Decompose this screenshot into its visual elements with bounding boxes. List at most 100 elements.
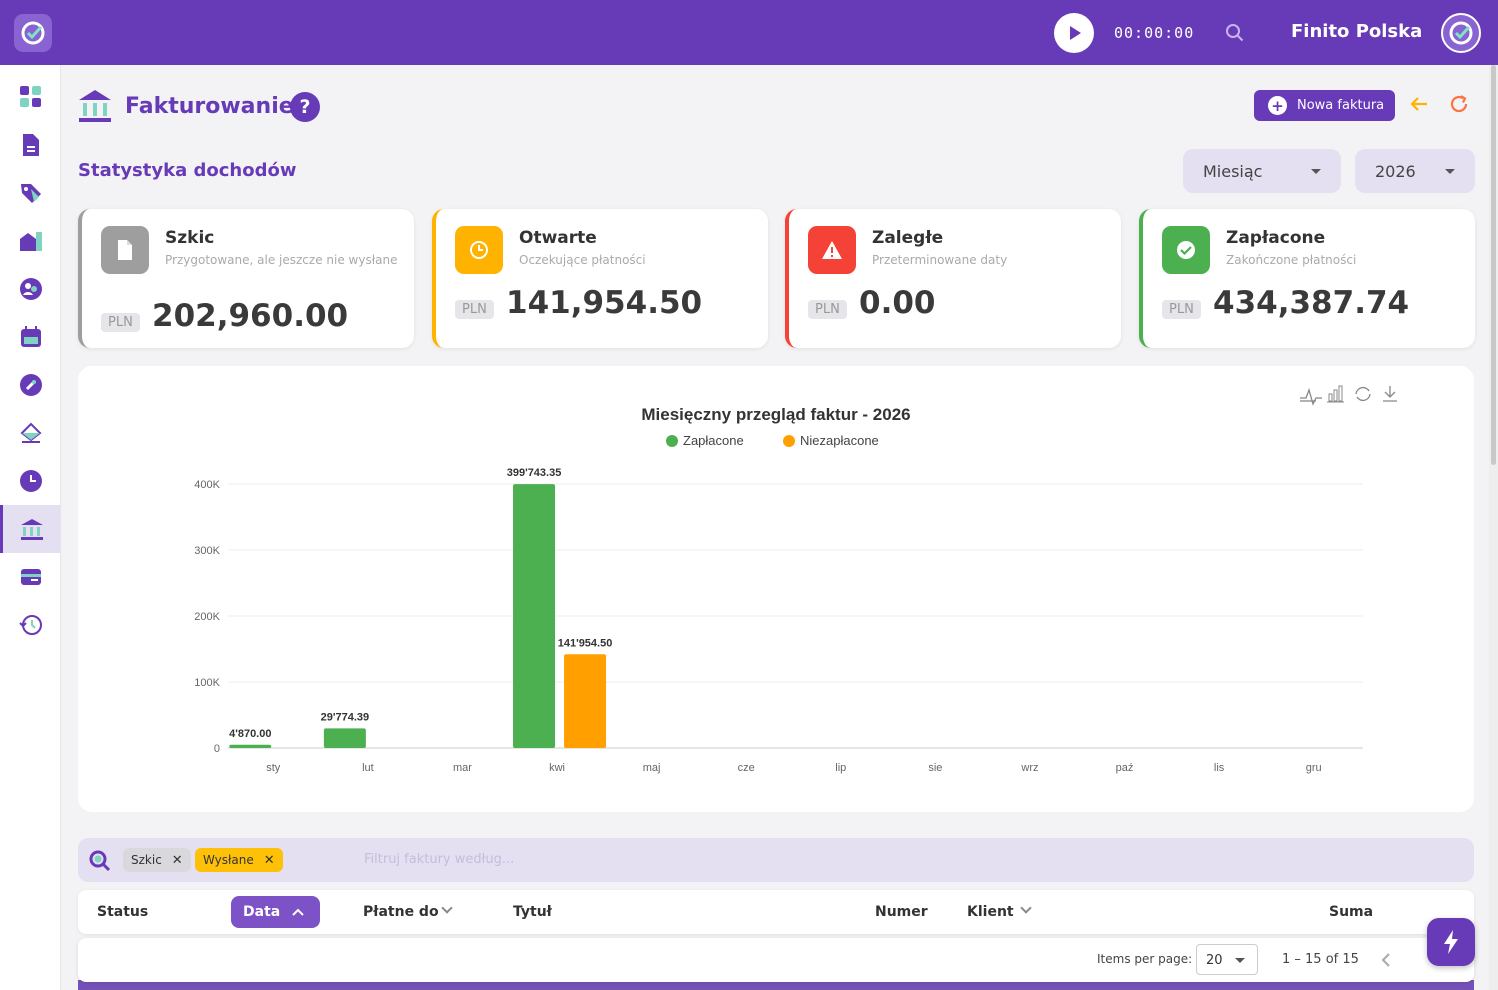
sidebar-item-buildings[interactable] (0, 217, 61, 265)
data-label: 141'954.50 (558, 637, 613, 649)
stat-card-overdue[interactable]: Zaległe Przeterminowane daty PLN 0.00 (785, 209, 1121, 348)
user-logo-icon (1449, 21, 1473, 45)
download-chart-button[interactable] (1383, 386, 1397, 402)
month-group-row[interactable] (78, 980, 1474, 990)
help-button[interactable]: ? (290, 92, 320, 122)
page-scrollbar[interactable] (1489, 65, 1498, 990)
chevron-down-icon[interactable] (441, 902, 453, 914)
card-subtitle: Oczekujące płatności (519, 253, 646, 267)
sidebar-item-calendar[interactable] (0, 313, 61, 361)
card-icon (20, 569, 41, 585)
sidebar-item-tags[interactable] (0, 169, 61, 217)
table-header: Status Data Płatne do Tytuł Numer Klient… (78, 890, 1474, 934)
lightning-icon (1444, 930, 1458, 954)
bar-zapłacone-lut[interactable] (323, 728, 366, 748)
column-status[interactable]: Status (97, 904, 149, 920)
company-name[interactable]: Finito Polska (1291, 21, 1423, 42)
x-tick-label: lip (835, 762, 846, 774)
legend-label[interactable]: Zapłacone (683, 433, 744, 448)
chip-label: Szkic (131, 853, 162, 867)
card-title: Szkic (165, 228, 215, 248)
chevron-down-icon (1445, 169, 1455, 174)
sidebar-item-invoicing[interactable] (0, 505, 61, 553)
bar-zapłacone-sty[interactable] (229, 744, 272, 748)
column-number[interactable]: Numer (875, 904, 928, 920)
paginator: Items per page: 20 1 – 15 of 15 (78, 938, 1474, 982)
search-icon (1226, 24, 1244, 42)
document-icon (101, 226, 149, 274)
bar-zapłacone-kwi[interactable] (513, 484, 556, 748)
filter-chip-sent[interactable]: Wysłane ✕ (195, 848, 283, 872)
filter-input[interactable]: Filtruj faktury według... (364, 852, 515, 867)
search-icon[interactable] (88, 849, 112, 873)
income-chart: Miesięczny przegląd faktur - 2026 Zapłac… (194, 385, 1397, 774)
history-icon (18, 615, 42, 635)
previous-page-button[interactable] (1380, 952, 1394, 968)
card-amount: 434,387.74 (1213, 285, 1410, 321)
x-tick-label: lut (362, 762, 374, 774)
wrench-icon (19, 374, 42, 396)
sidebar-item-documents[interactable] (0, 121, 61, 169)
items-per-page-select[interactable]: 20 (1196, 944, 1258, 975)
new-invoice-button[interactable]: + Nowa faktura (1254, 90, 1395, 121)
close-icon[interactable]: ✕ (263, 852, 275, 868)
page-scrollbar-thumb[interactable] (1491, 65, 1496, 465)
chart-title: Miesięczny przegląd faktur - 2026 (641, 405, 910, 424)
column-client[interactable]: Klient (967, 904, 1014, 920)
refresh-button[interactable] (1448, 93, 1470, 119)
card-title: Otwarte (519, 228, 597, 248)
year-select[interactable]: 2026 (1355, 149, 1475, 193)
stat-card-paid[interactable]: Zapłacone Zakończone płatności PLN 434,3… (1139, 209, 1475, 348)
sidebar-item-dashboard[interactable] (0, 73, 61, 121)
back-button[interactable] (1408, 93, 1430, 119)
legend-marker[interactable] (783, 435, 795, 447)
sidebar (0, 65, 61, 990)
column-due[interactable]: Płatne do (363, 904, 439, 920)
legend-marker[interactable] (666, 435, 678, 447)
chevron-down-icon[interactable] (1020, 902, 1032, 914)
currency-badge: PLN (808, 300, 847, 319)
per-page-value: 20 (1206, 953, 1223, 968)
column-date-sort[interactable]: Data (231, 896, 320, 928)
play-icon (1070, 26, 1081, 40)
timer-play-button[interactable] (1054, 13, 1094, 53)
sidebar-item-inventory[interactable] (0, 409, 61, 457)
logo-check-icon (21, 21, 45, 45)
sidebar-item-history[interactable] (0, 601, 61, 649)
chevron-down-icon (1311, 169, 1321, 174)
period-select-value: Miesiąc (1203, 161, 1263, 181)
y-tick-label: 0 (214, 743, 220, 755)
x-tick-label: lis (1214, 762, 1225, 774)
chart-toolbox (1300, 385, 1397, 406)
bank-icon (78, 88, 112, 128)
close-icon[interactable]: ✕ (171, 852, 183, 868)
legend-label[interactable]: Niezapłacone (800, 433, 879, 448)
column-title[interactable]: Tytuł (513, 904, 552, 920)
sidebar-item-tools[interactable] (0, 361, 61, 409)
year-select-value: 2026 (1375, 161, 1416, 181)
warning-icon (808, 226, 856, 274)
period-select[interactable]: Miesiąc (1183, 149, 1341, 193)
stat-card-open[interactable]: Otwarte Oczekujące płatności PLN 141,954… (432, 209, 768, 348)
stats-title: Statystyka dochodów (78, 160, 297, 181)
bar-chart-toggle-button[interactable] (1327, 385, 1344, 403)
card-subtitle: Przygotowane, ale jeszcze nie wysłane (165, 253, 398, 267)
filter-chip-draft[interactable]: Szkic ✕ (123, 848, 191, 872)
x-tick-label: gru (1306, 762, 1322, 774)
tag-icon (20, 184, 41, 203)
column-sum[interactable]: Suma (1329, 904, 1374, 920)
card-amount: 0.00 (859, 285, 936, 321)
sidebar-item-payments[interactable] (0, 553, 61, 601)
bar-niezapłacone-kwi[interactable] (564, 654, 607, 748)
restore-chart-button[interactable] (1355, 386, 1371, 402)
quick-action-button[interactable] (1427, 918, 1475, 966)
data-label: 29'774.39 (321, 711, 370, 723)
line-chart-toggle-button[interactable] (1300, 387, 1322, 406)
top-bar: 00:00:00 Finito Polska (0, 0, 1498, 65)
sidebar-item-contacts[interactable] (0, 265, 61, 313)
stat-card-draft[interactable]: Szkic Przygotowane, ale jeszcze nie wysł… (78, 209, 414, 348)
avatar[interactable] (1441, 13, 1481, 53)
search-button[interactable] (1225, 23, 1245, 47)
app-logo[interactable] (14, 14, 52, 52)
sidebar-item-time[interactable] (0, 457, 61, 505)
